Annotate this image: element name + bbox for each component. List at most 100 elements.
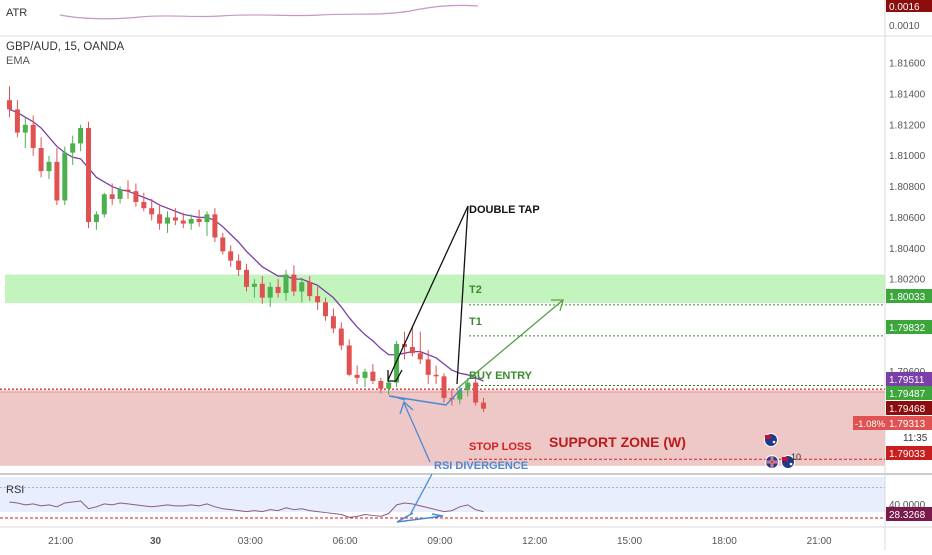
- uk-flag-icon[interactable]: [765, 455, 779, 469]
- price-tick-label: 1.81600: [889, 59, 926, 70]
- candle: [370, 364, 376, 385]
- svg-text:28.3268: 28.3268: [889, 510, 926, 521]
- candle: [149, 198, 155, 221]
- resistance-zone: [5, 274, 885, 304]
- candle: [267, 282, 273, 307]
- candle: [70, 135, 76, 165]
- candle: [315, 286, 321, 310]
- svg-text:11:35: 11:35: [903, 433, 928, 444]
- candle: [441, 373, 447, 403]
- candle: [78, 124, 84, 152]
- change-badge: -1.08%: [853, 416, 886, 430]
- candle: [30, 115, 36, 156]
- atr-label: ATR: [6, 7, 27, 19]
- candle: [54, 148, 60, 206]
- candle: [212, 208, 218, 243]
- svg-text:1.79313: 1.79313: [889, 419, 926, 430]
- candle: [165, 211, 170, 233]
- australia-flag-icon[interactable]: [781, 455, 795, 469]
- candle: [180, 212, 186, 229]
- rsi-value-badge: 28.3268: [886, 507, 932, 521]
- event-count: 10: [791, 452, 801, 462]
- rsi-divergence-label: RSI DIVERGENCE: [434, 460, 528, 472]
- t2-label: T2: [469, 284, 482, 296]
- svg-text:1.79511: 1.79511: [889, 375, 925, 386]
- buy-entry-price-badge: 1.79511: [886, 372, 932, 386]
- candle: [346, 339, 352, 377]
- divergence-arrow: [399, 400, 433, 516]
- price-tick-label: 1.81400: [889, 90, 926, 101]
- candle: [425, 350, 431, 385]
- candle: [236, 254, 242, 277]
- candle: [101, 192, 107, 218]
- price-tick-label: 1.80200: [889, 275, 926, 286]
- candle: [481, 397, 486, 412]
- candle: [46, 155, 52, 179]
- rsi-line: [0, 487, 885, 519]
- secondary-price-badge: 1.79313: [886, 416, 932, 430]
- atr-line: [59, 4, 479, 20]
- candle: [283, 269, 289, 301]
- candle: [204, 211, 210, 236]
- time-tick-label: 06:00: [333, 536, 358, 547]
- candle: [465, 377, 471, 397]
- candle: [117, 186, 123, 204]
- support-zone: [0, 390, 885, 466]
- candle: [38, 137, 44, 178]
- t1-label: T1: [469, 316, 482, 328]
- buy-entry-label: BUY ENTRY: [469, 370, 533, 382]
- candle: [125, 180, 131, 199]
- double-tap-label: DOUBLE TAP: [469, 204, 540, 216]
- candle: [251, 279, 257, 298]
- atr-value-badge: 0.0016: [886, 0, 932, 13]
- candle: [86, 121, 91, 229]
- candle: [259, 276, 265, 304]
- candle: [196, 209, 202, 227]
- candle: [22, 117, 28, 148]
- candle: [141, 192, 147, 212]
- time-tick-label: 12:00: [522, 536, 547, 547]
- candle: [338, 322, 344, 351]
- candle: [275, 279, 281, 298]
- time-tick-label: 21:00: [807, 536, 832, 547]
- candle: [93, 211, 99, 230]
- candle: [433, 365, 439, 385]
- t2-price-badge: 1.80033: [886, 289, 932, 303]
- candle: [109, 183, 115, 206]
- candle: [244, 263, 249, 292]
- atr-axis-tick: 0.0010: [889, 21, 920, 32]
- candle: [188, 214, 194, 230]
- candle: [220, 232, 226, 255]
- svg-text:0.0016: 0.0016: [889, 2, 920, 13]
- candle: [473, 377, 479, 406]
- countdown-badge: 11:35: [898, 431, 932, 444]
- candle: [330, 308, 336, 334]
- time-tick-label: 15:00: [617, 536, 642, 547]
- stop-loss-label: STOP LOSS: [469, 441, 532, 453]
- time-tick-label: 03:00: [238, 536, 263, 547]
- australia-flag-icon[interactable]: [764, 433, 778, 447]
- double-tap-lines: [387, 205, 469, 385]
- candle: [62, 146, 68, 206]
- candle: [172, 208, 178, 226]
- time-tick-label: 21:00: [48, 536, 73, 547]
- rsi-series-line: [9, 500, 484, 518]
- ema-price-badge: 1.79487: [886, 386, 932, 400]
- stop-loss-price-badge: 1.79033: [886, 446, 932, 460]
- time-tick-label: 09:00: [427, 536, 452, 547]
- time-axis: 21:00 30 03:00 06:00 09:00 12:00 15:00 18:00 21:…: [48, 536, 832, 547]
- candles: [7, 86, 486, 412]
- price-tick-label: 1.80600: [889, 213, 926, 224]
- time-tick-label: 18:00: [712, 536, 737, 547]
- candle: [299, 277, 305, 303]
- svg-text:1.79832: 1.79832: [889, 323, 926, 334]
- svg-text:1.80033: 1.80033: [889, 292, 926, 303]
- candle: [133, 183, 139, 207]
- t1-price-badge: 1.79832: [886, 320, 932, 334]
- time-tick-label: 30: [150, 536, 162, 547]
- price-tick-label: 1.80400: [889, 244, 926, 255]
- candle: [409, 325, 415, 357]
- candle: [157, 205, 163, 230]
